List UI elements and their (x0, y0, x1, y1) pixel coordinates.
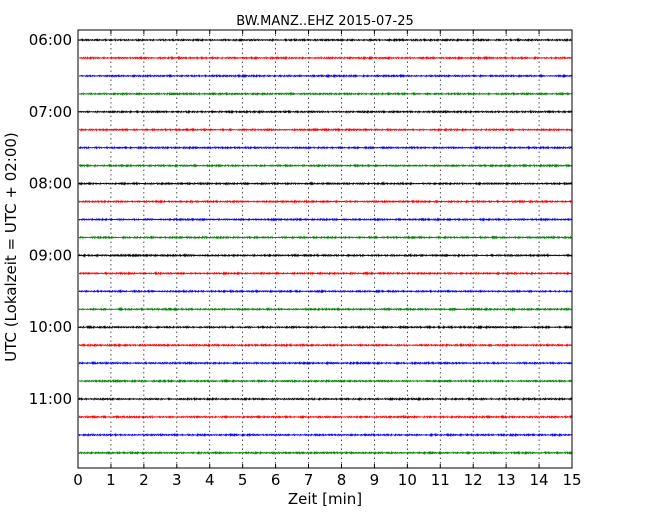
trace-1000 (78, 324, 572, 330)
x-tick-label-2: 2 (139, 471, 149, 489)
trace-0645 (78, 91, 572, 97)
trace-0730 (78, 145, 572, 151)
x-tick-label-1: 1 (106, 471, 116, 489)
trace-0600 (78, 37, 572, 43)
x-tick-label-9: 9 (370, 471, 380, 489)
trace-0630 (78, 73, 572, 79)
trace-1145 (78, 450, 572, 456)
plot-frame (77, 29, 573, 469)
x-tick-label-10: 10 (398, 471, 417, 489)
x-tick-label-7: 7 (304, 471, 314, 489)
x-tick-label-15: 15 (562, 471, 581, 489)
y-tick-label-0600: 06:00 (29, 31, 72, 49)
x-tick-label-8: 8 (337, 471, 347, 489)
trace-1030 (78, 360, 572, 366)
chart-title: BW.MANZ..EHZ 2015-07-25 (236, 14, 414, 29)
y-tick-label-0800: 08:00 (29, 175, 72, 193)
trace-0815 (78, 199, 572, 204)
x-tick-label-6: 6 (271, 471, 281, 489)
trace-1100 (78, 396, 572, 402)
trace-0945 (78, 306, 572, 312)
trace-0830 (78, 217, 572, 222)
trace-1015 (78, 342, 572, 348)
x-axis-label: Zeit [min] (288, 490, 362, 508)
x-tick-label-4: 4 (205, 471, 215, 489)
axis-ticks: 0 1 2 3 4 5 6 7 8 9 10 11 12 13 14 1506:0007:0008:0009:… (29, 30, 582, 489)
trace-0915 (78, 270, 572, 276)
trace-0715 (78, 127, 572, 133)
trace-1045 (78, 378, 572, 384)
seismic-traces (78, 37, 572, 456)
trace-0615 (78, 55, 572, 61)
y-axis-label: UTC (Lokalzeit = UTC + 02:00) (2, 132, 20, 362)
y-tick-label-0900: 09:00 (29, 246, 72, 264)
x-tick-label-0: 0 (73, 471, 83, 489)
y-tick-label-0700: 07:00 (29, 103, 72, 121)
trace-1130 (78, 432, 572, 438)
trace-0700 (78, 109, 572, 115)
x-tick-label-12: 12 (464, 471, 483, 489)
grid-lines (110, 30, 540, 468)
trace-0900 (78, 253, 572, 258)
x-tick-label-13: 13 (497, 471, 516, 489)
x-tick-label-14: 14 (530, 471, 549, 489)
x-tick-label-11: 11 (431, 471, 450, 489)
trace-0845 (78, 235, 572, 240)
trace-0930 (78, 288, 572, 294)
trace-0745 (78, 163, 572, 168)
trace-0800 (78, 181, 572, 186)
y-tick-label-1000: 10:00 (29, 318, 72, 336)
y-tick-label-1100: 11:00 (29, 390, 72, 408)
trace-1115 (78, 414, 572, 420)
x-tick-label-3: 3 (172, 471, 182, 489)
x-tick-label-5: 5 (238, 471, 248, 489)
